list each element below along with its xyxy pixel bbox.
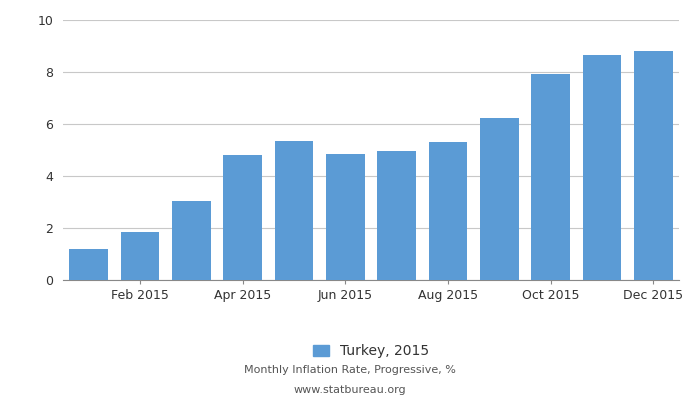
Text: Monthly Inflation Rate, Progressive, %: Monthly Inflation Rate, Progressive, % <box>244 365 456 375</box>
Bar <box>326 154 365 280</box>
Bar <box>120 232 160 280</box>
Bar <box>223 155 262 280</box>
Text: www.statbureau.org: www.statbureau.org <box>294 385 406 395</box>
Bar <box>634 51 673 280</box>
Bar <box>172 201 211 280</box>
Bar <box>274 141 314 280</box>
Bar <box>531 74 570 280</box>
Bar <box>69 249 108 280</box>
Bar <box>582 55 622 280</box>
Bar <box>428 142 468 280</box>
Legend: Turkey, 2015: Turkey, 2015 <box>312 344 430 358</box>
Bar <box>480 118 519 280</box>
Bar <box>377 151 416 280</box>
